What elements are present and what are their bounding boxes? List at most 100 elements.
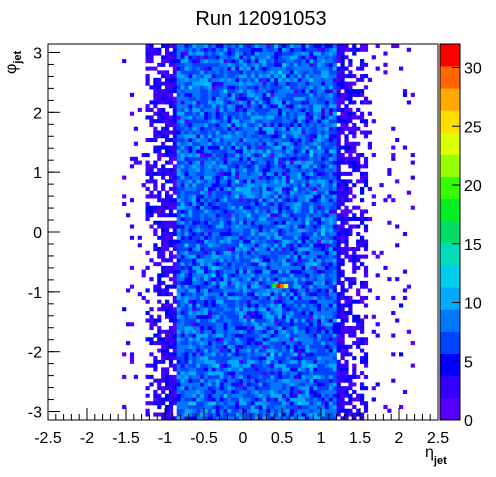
heatmap-cell <box>266 250 271 255</box>
heatmap-cell <box>176 352 181 357</box>
heatmap-cell <box>289 243 294 248</box>
heatmap-cell <box>344 329 349 334</box>
heatmap-cell <box>301 288 306 293</box>
heatmap-cell <box>301 77 306 82</box>
heatmap-cell <box>348 284 353 289</box>
heatmap-cell <box>301 47 306 52</box>
heatmap-cell <box>168 122 174 128</box>
heatmap-cell <box>293 303 298 308</box>
heatmap-cell <box>289 126 294 131</box>
heatmap-cell <box>336 344 341 349</box>
heatmap-cell <box>243 303 248 308</box>
heatmap-cell <box>254 310 259 316</box>
heatmap-cell <box>293 416 298 421</box>
heatmap-cell <box>293 77 298 82</box>
heatmap-cell <box>223 168 228 173</box>
heatmap-cell <box>235 59 240 64</box>
heatmap-cell <box>352 164 357 169</box>
heatmap-cell <box>274 389 279 394</box>
heatmap-cell <box>305 153 310 158</box>
heatmap-cell <box>207 367 213 372</box>
heatmap-cell <box>192 153 197 158</box>
heatmap-cell <box>352 363 357 368</box>
heatmap-cell <box>165 397 170 402</box>
heatmap-cell <box>297 85 302 90</box>
heatmap-cell <box>192 175 197 180</box>
heatmap-cell <box>180 96 185 101</box>
heatmap-cell <box>200 153 205 158</box>
heatmap-cell <box>200 134 205 139</box>
heatmap-cell <box>223 85 228 90</box>
heatmap-cell <box>180 111 185 116</box>
heatmap-cell <box>250 59 255 64</box>
heatmap-cell <box>289 329 294 334</box>
heatmap-cell <box>258 130 263 135</box>
heatmap-cell <box>168 243 174 248</box>
heatmap-cell <box>328 378 333 383</box>
heatmap-cell <box>231 145 236 150</box>
heatmap-cell <box>161 344 166 349</box>
heatmap-cell <box>301 269 306 274</box>
heatmap-cell <box>282 322 287 327</box>
heatmap-cell <box>324 363 330 368</box>
heatmap-cell <box>192 51 197 56</box>
heatmap-cell <box>332 247 337 252</box>
heatmap-cell <box>243 393 248 398</box>
heatmap-cell <box>344 92 349 97</box>
heatmap-cell <box>211 393 216 398</box>
heatmap-cell <box>309 77 314 82</box>
heatmap-cell <box>180 194 185 199</box>
heatmap-cell <box>285 280 291 285</box>
heatmap-cell <box>324 254 330 259</box>
heatmap-cell <box>328 348 333 353</box>
heatmap-cell <box>336 175 341 180</box>
heatmap-cell <box>301 51 306 56</box>
heatmap-cell <box>289 254 294 259</box>
heatmap-cell <box>258 209 263 214</box>
heatmap-cell <box>145 209 150 214</box>
heatmap-cell <box>278 262 283 267</box>
heatmap-cell <box>196 81 201 86</box>
heatmap-cell <box>324 416 330 421</box>
heatmap-cell <box>289 115 294 120</box>
heatmap-cell <box>211 183 216 188</box>
heatmap-cell <box>250 235 255 240</box>
heatmap-cell <box>254 352 259 357</box>
heatmap-cell <box>184 130 189 135</box>
heatmap-cell <box>332 265 337 270</box>
heatmap-cell <box>278 232 283 237</box>
heatmap-cell <box>231 243 236 248</box>
heatmap-cell <box>215 74 220 79</box>
heatmap-cell <box>293 81 298 86</box>
heatmap-cell <box>219 341 224 346</box>
heatmap-cell <box>196 70 201 75</box>
heatmap-cell <box>301 333 306 338</box>
heatmap-cell <box>235 55 240 60</box>
heatmap-cell <box>172 62 177 67</box>
heatmap-cell <box>289 224 294 229</box>
heatmap-cell <box>235 164 240 169</box>
heatmap-cell <box>336 74 341 79</box>
heatmap-cell <box>313 186 318 191</box>
heatmap-cell <box>250 213 255 218</box>
heatmap-cell <box>246 356 252 361</box>
heatmap-cell <box>321 183 326 188</box>
heatmap-cell <box>328 160 333 165</box>
heatmap-cell <box>258 89 263 94</box>
heatmap-cell <box>149 205 154 210</box>
heatmap-cell <box>184 149 189 154</box>
heatmap-cell <box>172 153 177 158</box>
heatmap-cell <box>161 220 166 225</box>
heatmap-cell <box>262 81 267 86</box>
heatmap-cell <box>332 141 337 146</box>
heatmap-cell <box>258 74 263 79</box>
heatmap-cell <box>250 186 255 191</box>
heatmap-cell <box>282 371 287 376</box>
heatmap-cell <box>219 70 224 75</box>
heatmap-cell <box>153 149 158 154</box>
heatmap-cell <box>313 44 318 49</box>
heatmap-cell <box>270 85 275 90</box>
heatmap-cell <box>192 186 197 191</box>
heatmap-cell <box>188 408 193 413</box>
heatmap-cell <box>246 77 252 82</box>
